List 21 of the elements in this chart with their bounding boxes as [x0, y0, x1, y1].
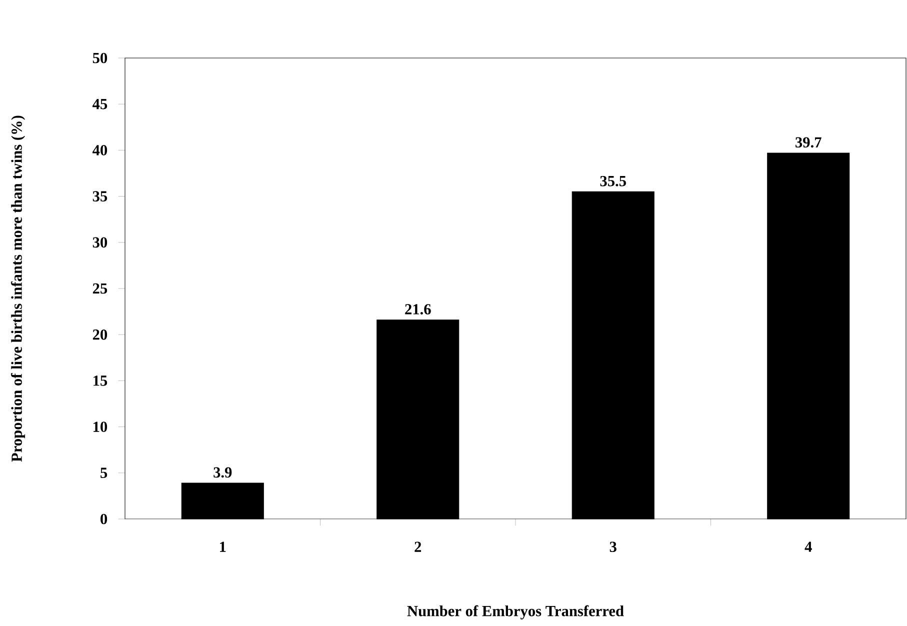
y-tick-label: 5	[100, 468, 108, 478]
y-axis-title: Proportion of live births infants more than twins (%)	[10, 116, 26, 462]
y-tick-label: 15	[94, 376, 108, 386]
data-label: 39.7	[796, 137, 822, 148]
y-tick-label: 35	[92, 191, 108, 202]
y-tick-label: 40	[92, 145, 108, 156]
y-tick-label: 0	[100, 514, 108, 524]
y-tick-label: 45	[92, 98, 108, 110]
x-tick-label: 1	[220, 542, 226, 552]
data-label: 35.5	[600, 176, 626, 186]
x-tick-label: 3	[610, 542, 616, 552]
data-label: 3.9	[214, 467, 232, 478]
data-label: 21.6	[405, 304, 431, 314]
x-tick-label: 2	[414, 542, 422, 552]
x-axis-title: Number of Embryos Transferred	[407, 605, 624, 620]
y-tick-label: 50	[92, 52, 108, 64]
y-tick-label: 25	[92, 283, 108, 294]
x-tick-label: 4	[804, 542, 812, 552]
y-tick-label: 20	[92, 329, 108, 340]
y-tick-label: 30	[92, 237, 108, 248]
y-tick-label: 10	[94, 422, 108, 432]
